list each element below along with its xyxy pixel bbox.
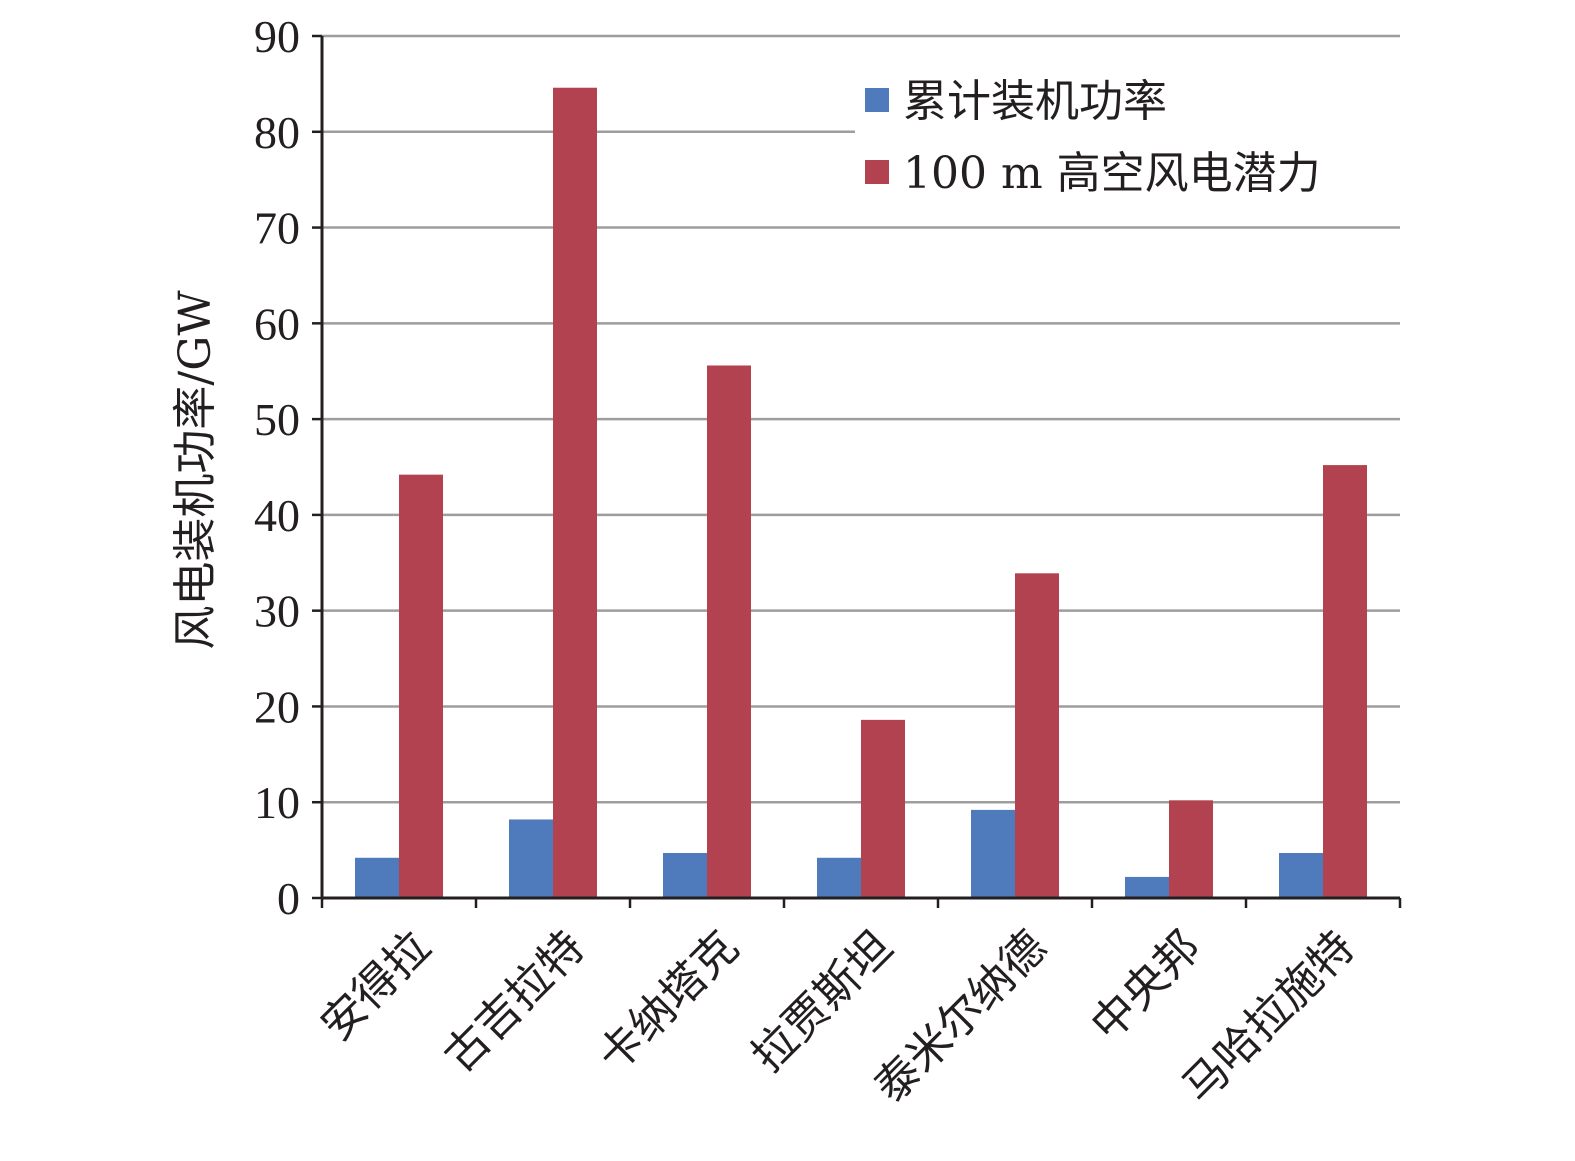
y-tick-label: 30: [254, 586, 300, 637]
y-tick-label: 50: [254, 394, 300, 445]
bar-potential: [707, 365, 751, 898]
bar-potential: [1015, 573, 1059, 898]
legend: 累计装机功率 100 m 高空风电潜力: [855, 68, 1400, 200]
gridlines: [322, 34, 1400, 804]
y-axis-label: 风电装机功率/GW: [170, 290, 221, 650]
bar-installed: [355, 857, 399, 898]
category-label: 安得拉: [311, 921, 440, 1050]
bar-potential: [1169, 800, 1213, 898]
bar-installed: [1279, 852, 1323, 898]
y-tick-label: 70: [254, 203, 300, 254]
bar-installed: [509, 819, 553, 898]
axes: [312, 34, 1402, 908]
legend-swatch: [865, 88, 889, 112]
legend-label: 累计装机功率: [903, 76, 1167, 127]
category-label: 卡纳塔克: [588, 921, 749, 1082]
category-label: 拉贾斯坦: [742, 921, 903, 1082]
legend-swatch: [865, 160, 889, 184]
category-label: 古吉拉特: [434, 921, 595, 1082]
y-tick-label: 20: [254, 681, 300, 732]
bar-installed: [817, 857, 861, 898]
y-tick-labels: 0 10 20 30 40 50 60 70 80 90: [254, 11, 300, 924]
bar-potential: [1323, 465, 1367, 898]
legend-background: [855, 68, 1400, 200]
bar-installed: [663, 852, 707, 898]
bar-potential: [861, 719, 905, 898]
y-tick-label: 90: [254, 11, 300, 62]
y-tick-label: 10: [254, 777, 300, 828]
bar-potential: [553, 87, 597, 899]
bar-installed: [1125, 876, 1169, 898]
legend-label: 100 m 高空风电潜力: [903, 148, 1321, 199]
y-tick-label: 0: [277, 873, 300, 924]
bar-potential: [399, 474, 443, 898]
bars: [355, 87, 1367, 899]
bar-installed: [971, 809, 1015, 898]
y-tick-label: 40: [254, 490, 300, 541]
y-tick-label: 80: [254, 107, 300, 158]
category-label: 中央邦: [1081, 921, 1210, 1050]
y-tick-label: 60: [254, 298, 300, 349]
